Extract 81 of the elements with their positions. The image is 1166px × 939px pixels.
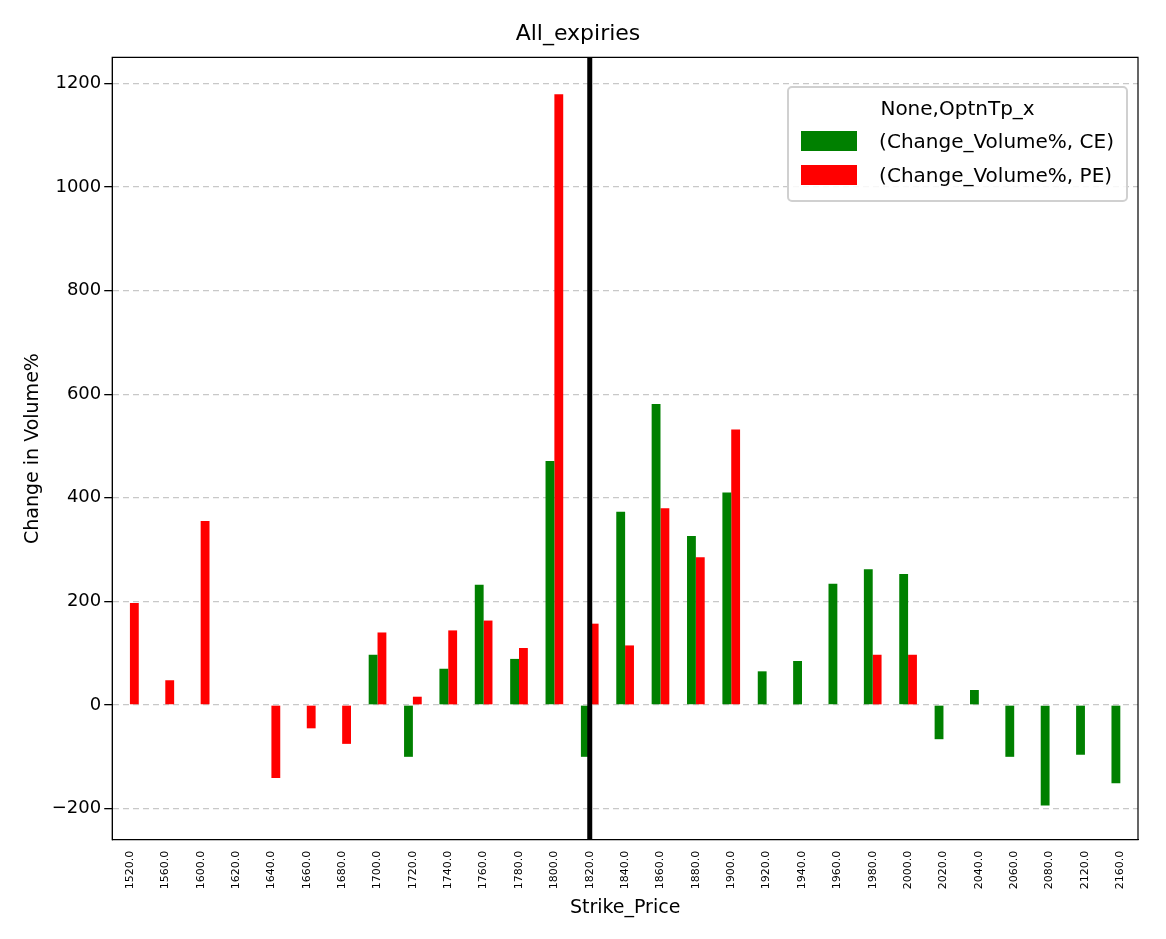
x-axis-title: Strike_Price bbox=[569, 894, 681, 918]
y-tick-label: −200 bbox=[51, 796, 102, 818]
bar bbox=[1076, 705, 1085, 755]
bar bbox=[342, 705, 351, 744]
bar bbox=[519, 648, 528, 705]
bar bbox=[969, 689, 979, 705]
y-tick-label: 1200 bbox=[55, 70, 102, 92]
bar bbox=[165, 680, 175, 705]
x-tick-label: 1600.0 bbox=[193, 850, 207, 890]
bar bbox=[448, 630, 458, 705]
bar bbox=[483, 620, 493, 705]
bar bbox=[1005, 705, 1015, 757]
bar bbox=[412, 696, 422, 705]
bar bbox=[474, 584, 484, 705]
x-tick-label: 2040.0 bbox=[971, 850, 985, 890]
x-tick-label: 1980.0 bbox=[865, 850, 879, 890]
bar bbox=[510, 658, 520, 705]
bar bbox=[616, 511, 626, 705]
bar bbox=[1111, 705, 1121, 784]
bar bbox=[757, 671, 767, 705]
chart-title: All_expiries bbox=[515, 19, 641, 46]
bar bbox=[793, 660, 802, 705]
bar bbox=[129, 602, 139, 705]
bar bbox=[899, 573, 909, 705]
y-tick-label: 0 bbox=[89, 692, 102, 714]
x-tick-label: 2000.0 bbox=[900, 850, 914, 890]
bar bbox=[545, 460, 555, 705]
x-tick-label: 2160.0 bbox=[1113, 850, 1127, 890]
x-tick-label: 1560.0 bbox=[158, 850, 172, 890]
y-tick-label: 400 bbox=[66, 485, 102, 507]
bar bbox=[404, 705, 413, 757]
x-tick-label: 1700.0 bbox=[370, 850, 384, 890]
bar bbox=[722, 492, 732, 705]
legend-label: (Change_Volume%, CE) bbox=[879, 128, 1114, 155]
y-tick-label: 1000 bbox=[55, 174, 102, 196]
bar bbox=[828, 583, 838, 705]
y-tick-label: 200 bbox=[66, 589, 102, 611]
x-tick-label: 1960.0 bbox=[830, 850, 844, 890]
bar bbox=[625, 645, 634, 705]
bar bbox=[439, 668, 449, 705]
x-tick-label: 1520.0 bbox=[122, 850, 136, 890]
x-tick-label: 2020.0 bbox=[936, 850, 950, 890]
bar bbox=[695, 557, 705, 705]
bar bbox=[271, 705, 281, 779]
x-tick-label: 1900.0 bbox=[724, 850, 738, 890]
x-tick-label: 1920.0 bbox=[759, 850, 773, 890]
x-tick-label: 1740.0 bbox=[441, 850, 455, 890]
x-tick-label: 1880.0 bbox=[688, 850, 702, 890]
x-tick-label: 1660.0 bbox=[299, 850, 313, 890]
y-tick-label: 600 bbox=[66, 381, 102, 403]
bar bbox=[200, 521, 210, 705]
x-tick-label: 2120.0 bbox=[1077, 850, 1091, 890]
x-tick-label: 1640.0 bbox=[264, 850, 278, 890]
x-tick-label: 2060.0 bbox=[1007, 850, 1021, 890]
bar bbox=[863, 569, 873, 705]
x-tick-label: 1620.0 bbox=[228, 850, 242, 890]
legend-title: None,OptnTp_x bbox=[879, 96, 1036, 120]
y-axis-title: Change in Volume% bbox=[20, 353, 43, 544]
bar bbox=[368, 654, 378, 705]
bar bbox=[731, 429, 741, 705]
bar bbox=[908, 654, 917, 705]
legend-label: (Change_Volume%, PE) bbox=[879, 162, 1113, 189]
x-tick-label: 1840.0 bbox=[617, 850, 631, 890]
y-tick-label: 800 bbox=[66, 278, 102, 300]
x-tick-label: 1800.0 bbox=[547, 850, 561, 890]
bar bbox=[306, 705, 316, 729]
bar bbox=[651, 404, 661, 705]
x-tick-label: 1760.0 bbox=[476, 850, 490, 890]
x-tick-label: 1680.0 bbox=[335, 850, 349, 890]
x-tick-label: 2080.0 bbox=[1042, 850, 1056, 890]
x-tick-label: 1820.0 bbox=[582, 850, 596, 890]
bar bbox=[660, 508, 670, 705]
x-tick-label: 1940.0 bbox=[794, 850, 808, 890]
x-tick-label: 1860.0 bbox=[653, 850, 667, 890]
bar bbox=[687, 536, 696, 705]
bar bbox=[872, 654, 882, 705]
bar bbox=[554, 94, 564, 705]
x-tick-label: 1780.0 bbox=[511, 850, 525, 890]
x-tick-label: 1720.0 bbox=[405, 850, 419, 890]
bar bbox=[377, 632, 387, 705]
bar bbox=[1040, 705, 1050, 806]
